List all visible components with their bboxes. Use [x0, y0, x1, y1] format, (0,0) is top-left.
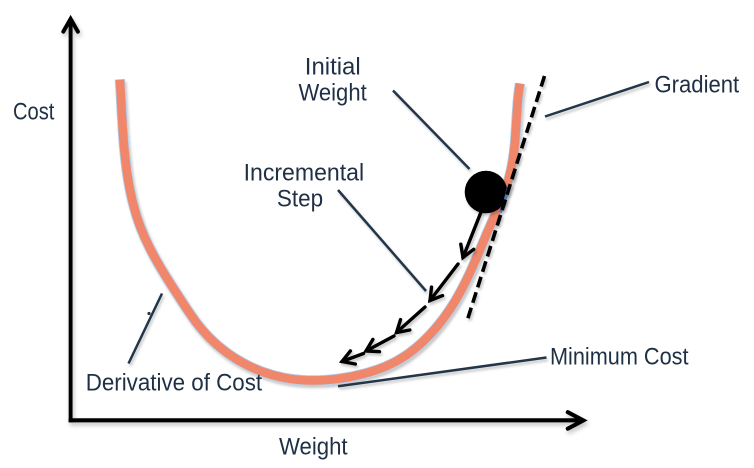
- svg-text:Weight: Weight: [299, 79, 368, 106]
- svg-text:Step: Step: [277, 186, 323, 213]
- svg-text:Minimum Cost: Minimum Cost: [550, 344, 689, 371]
- svg-text:Gradient: Gradient: [655, 71, 740, 98]
- svg-text:Incremental: Incremental: [244, 160, 365, 187]
- svg-text:Derivative of Cost: Derivative of Cost: [86, 370, 263, 397]
- svg-text:Initial: Initial: [305, 53, 361, 80]
- svg-text:Weight: Weight: [279, 434, 348, 461]
- svg-text:Cost: Cost: [13, 99, 55, 126]
